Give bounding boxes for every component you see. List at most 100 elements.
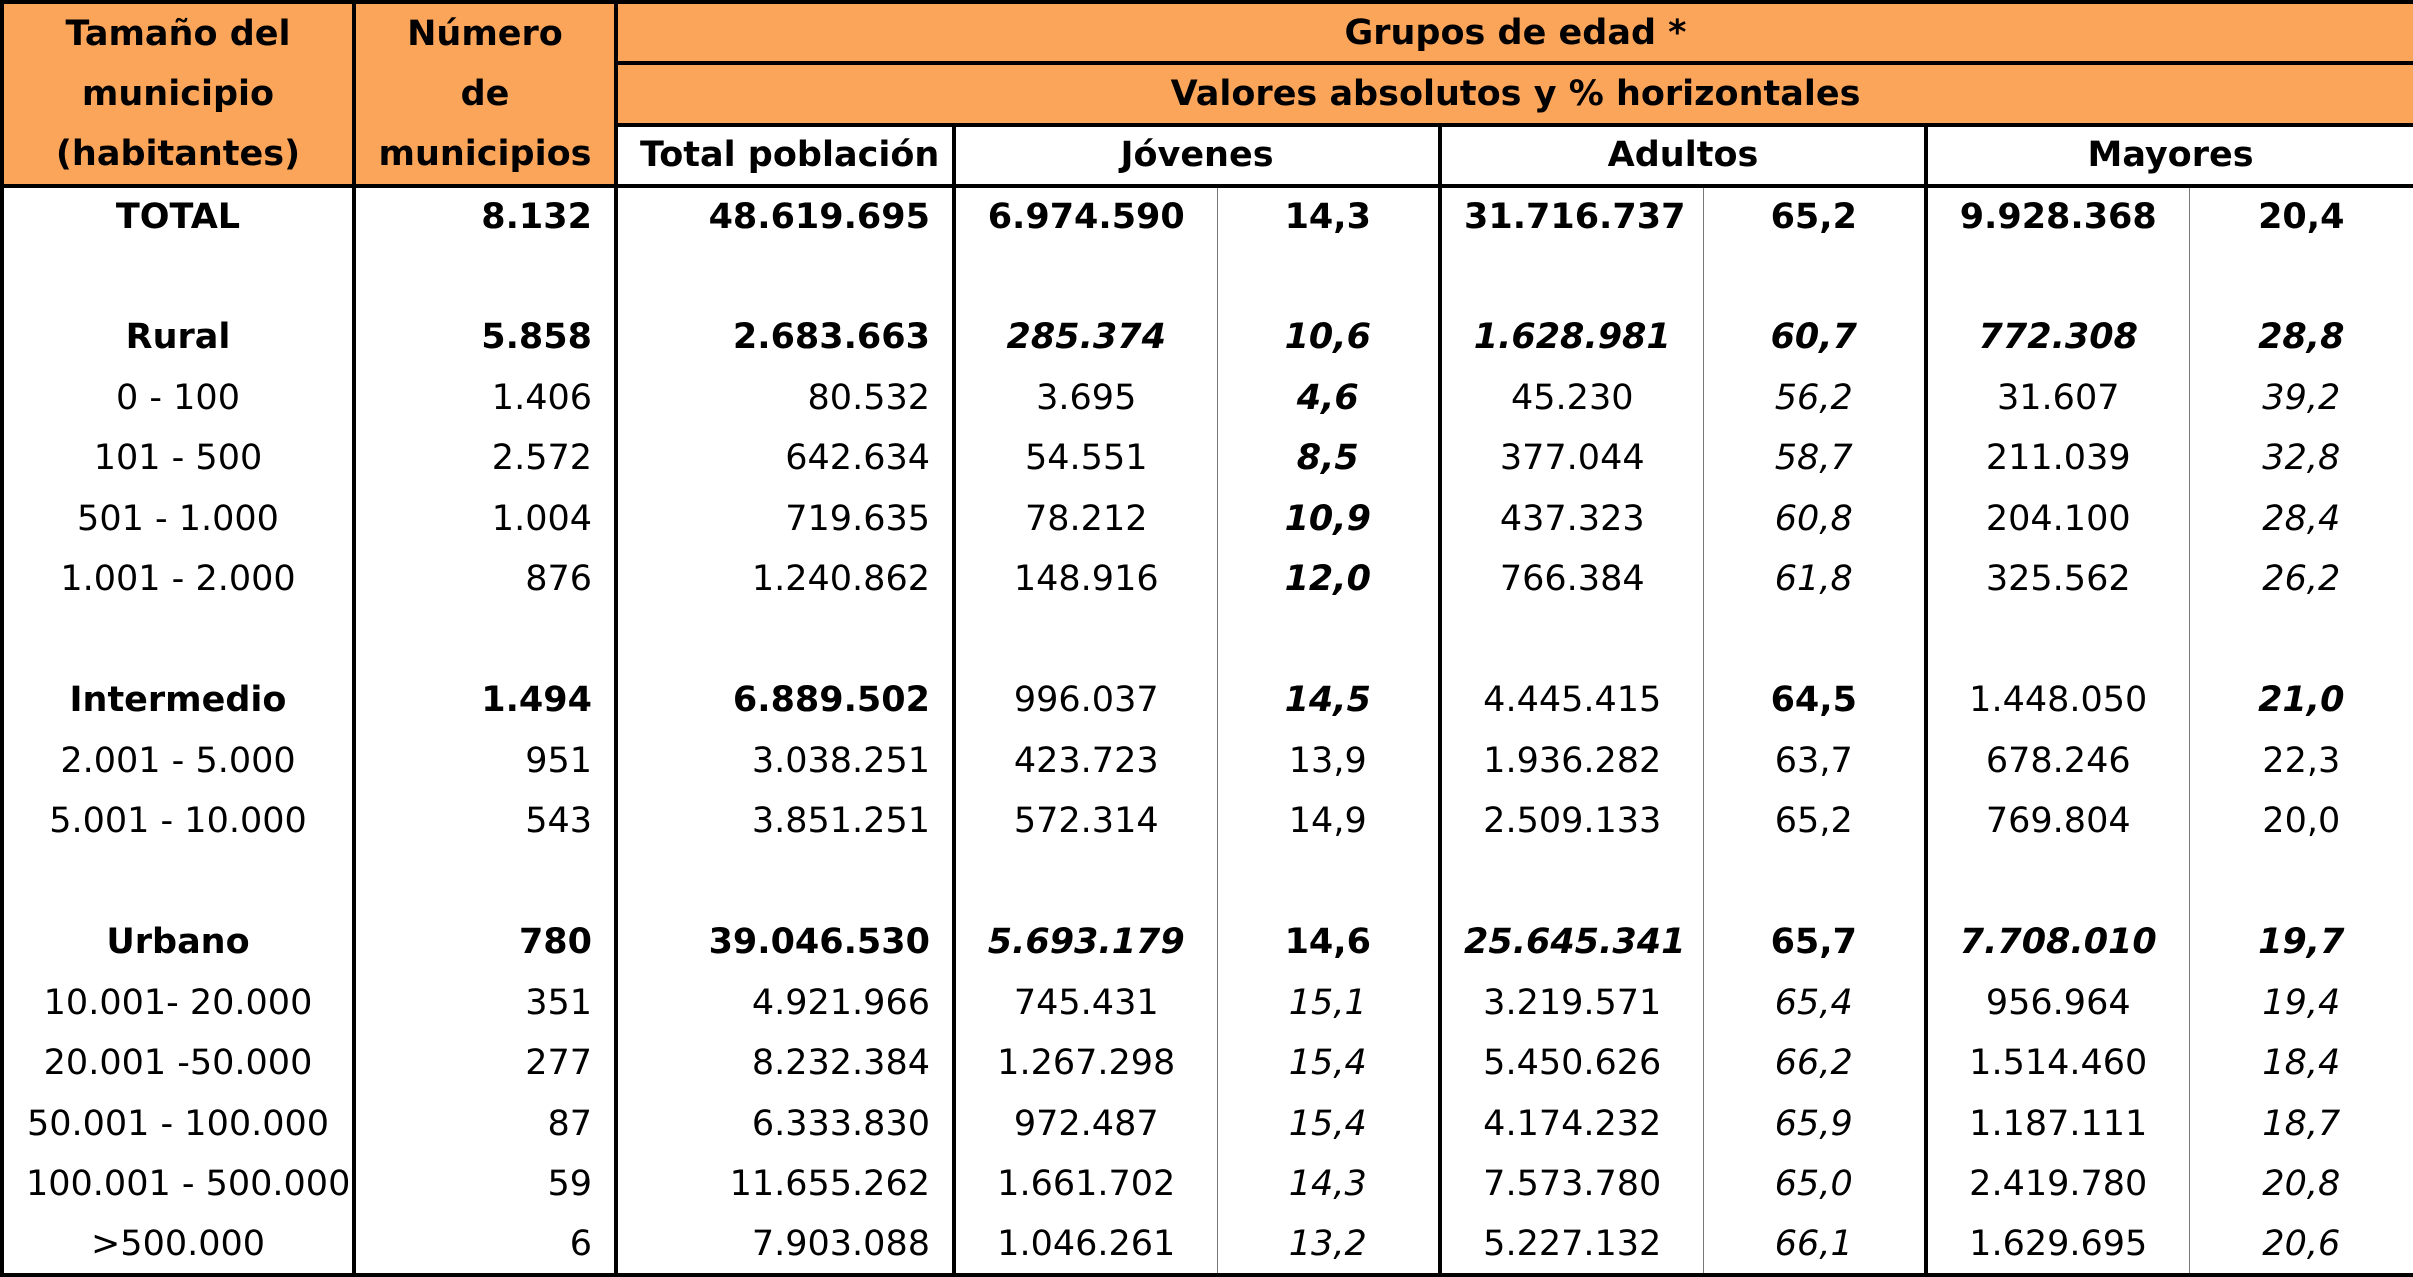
cell-adultos-pct: 66,1 <box>1702 1214 1928 1277</box>
cell-jovenes-pct: 13,9 <box>1216 730 1442 791</box>
cell-adultos: 3.219.571 <box>1438 972 1704 1033</box>
spacer-row <box>0 246 2413 307</box>
cell-mayores: 1.448.050 <box>1924 670 2190 731</box>
header-age-groups: Grupos de edad * <box>613 0 2413 66</box>
cell-mayores: 1.514.460 <box>1924 1033 2190 1094</box>
table-row: 5.001 - 10.000 543 3.851.251 572.314 14,… <box>0 791 2413 852</box>
row-label: 2.001 - 5.000 <box>0 730 356 791</box>
cell-jovenes-pct: 4,6 <box>1216 367 1442 428</box>
cell-count: 543 <box>352 791 618 852</box>
cell-mayores-pct: 28,8 <box>2188 307 2413 368</box>
cell-count: 1.406 <box>352 367 618 428</box>
cell-mayores: 7.708.010 <box>1924 912 2190 973</box>
cell-adultos-pct: 60,8 <box>1702 488 1928 549</box>
cell-mayores: 772.308 <box>1924 307 2190 368</box>
cell-count: 59 <box>352 1154 618 1215</box>
cell-count: 87 <box>352 1093 618 1154</box>
cell-adultos-pct: 56,2 <box>1702 367 1928 428</box>
cell-jovenes-pct: 14,6 <box>1216 912 1442 973</box>
cell-total: 6.333.830 <box>614 1093 956 1154</box>
cell-mayores-pct: 28,4 <box>2188 488 2413 549</box>
cell-adultos-pct: 64,5 <box>1702 670 1928 731</box>
cell-adultos-pct: 65,7 <box>1702 912 1928 973</box>
cell-adultos-pct: 60,7 <box>1702 307 1928 368</box>
cell-adultos: 31.716.737 <box>1438 184 1704 247</box>
cell-total: 3.851.251 <box>614 791 956 852</box>
cell-jovenes: 572.314 <box>952 791 1218 852</box>
cell-jovenes: 745.431 <box>952 972 1218 1033</box>
cell-count: 277 <box>352 1033 618 1094</box>
cell-count: 876 <box>352 549 618 610</box>
row-label: 1.001 - 2.000 <box>0 549 356 610</box>
cell-jovenes: 3.695 <box>952 367 1218 428</box>
cell-mayores-pct: 20,8 <box>2188 1154 2413 1215</box>
cell-total: 80.532 <box>614 367 956 428</box>
spacer-row <box>0 851 2413 912</box>
table-row: 2.001 - 5.000 951 3.038.251 423.723 13,9… <box>0 730 2413 791</box>
cell-count: 6 <box>352 1214 618 1277</box>
cell-jovenes-pct: 14,3 <box>1216 1154 1442 1215</box>
table-row: 10.001- 20.000 351 4.921.966 745.431 15,… <box>0 972 2413 1033</box>
cell-jovenes: 1.046.261 <box>952 1214 1218 1277</box>
table-row: 1.001 - 2.000 876 1.240.862 148.916 12,0… <box>0 549 2413 610</box>
cell-adultos: 1.936.282 <box>1438 730 1704 791</box>
table-row-rural: Rural 5.858 2.683.663 285.374 10,6 1.628… <box>0 307 2413 368</box>
cell-jovenes: 285.374 <box>952 307 1218 368</box>
cell-total: 642.634 <box>614 428 956 489</box>
cell-total: 2.683.663 <box>614 307 956 368</box>
cell-adultos-pct: 65,0 <box>1702 1154 1928 1215</box>
table-row: 501 - 1.000 1.004 719.635 78.212 10,9 43… <box>0 488 2413 549</box>
cell-jovenes-pct: 10,6 <box>1216 307 1442 368</box>
cell-total: 48.619.695 <box>614 184 956 247</box>
header-municipality-count: Número de municipios <box>352 0 618 188</box>
row-label: 20.001 -50.000 <box>0 1033 356 1094</box>
cell-mayores: 31.607 <box>1924 367 2190 428</box>
cell-adultos-pct: 61,8 <box>1702 549 1928 610</box>
cell-mayores-pct: 22,3 <box>2188 730 2413 791</box>
cell-adultos-pct: 65,4 <box>1702 972 1928 1033</box>
cell-total: 7.903.088 <box>614 1214 956 1277</box>
cell-adultos: 25.645.341 <box>1438 912 1704 973</box>
cell-total: 1.240.862 <box>614 549 956 610</box>
cell-jovenes: 423.723 <box>952 730 1218 791</box>
table-row-intermedio: Intermedio 1.494 6.889.502 996.037 14,5 … <box>0 670 2413 731</box>
table-row: 20.001 -50.000 277 8.232.384 1.267.298 1… <box>0 1033 2413 1094</box>
cell-jovenes: 1.661.702 <box>952 1154 1218 1215</box>
row-label: 101 - 500 <box>0 428 356 489</box>
cell-adultos: 766.384 <box>1438 549 1704 610</box>
row-label: 501 - 1.000 <box>0 488 356 549</box>
header-total-population: Total población <box>614 122 956 189</box>
row-label: Intermedio <box>0 670 356 731</box>
cell-jovenes: 54.551 <box>952 428 1218 489</box>
cell-jovenes-pct: 8,5 <box>1216 428 1442 489</box>
header-jovenes: Jóvenes <box>952 122 1442 189</box>
cell-mayores: 204.100 <box>1924 488 2190 549</box>
cell-mayores: 956.964 <box>1924 972 2190 1033</box>
table-row-total: TOTAL 8.132 48.619.695 6.974.590 14,3 31… <box>0 184 2413 247</box>
header-absolute-values: Valores absolutos y % horizontales <box>613 61 2413 127</box>
cell-total: 8.232.384 <box>614 1033 956 1094</box>
cell-mayores: 325.562 <box>1924 549 2190 610</box>
table-row: 100.001 - 500.000 59 11.655.262 1.661.70… <box>0 1154 2413 1215</box>
cell-jovenes-pct: 12,0 <box>1216 549 1442 610</box>
cell-mayores: 678.246 <box>1924 730 2190 791</box>
cell-adultos-pct: 65,2 <box>1702 791 1928 852</box>
table-row: 0 - 100 1.406 80.532 3.695 4,6 45.230 56… <box>0 367 2413 428</box>
cell-total: 3.038.251 <box>614 730 956 791</box>
cell-mayores: 211.039 <box>1924 428 2190 489</box>
cell-mayores: 769.804 <box>1924 791 2190 852</box>
cell-total: 719.635 <box>614 488 956 549</box>
cell-mayores-pct: 18,7 <box>2188 1093 2413 1154</box>
cell-jovenes: 972.487 <box>952 1093 1218 1154</box>
cell-count: 2.572 <box>352 428 618 489</box>
cell-adultos: 5.450.626 <box>1438 1033 1704 1094</box>
cell-mayores-pct: 19,7 <box>2188 912 2413 973</box>
cell-mayores-pct: 20,4 <box>2188 184 2413 247</box>
cell-total: 6.889.502 <box>614 670 956 731</box>
cell-mayores: 2.419.780 <box>1924 1154 2190 1215</box>
cell-jovenes: 78.212 <box>952 488 1218 549</box>
cell-jovenes-pct: 14,3 <box>1216 184 1442 247</box>
cell-total: 11.655.262 <box>614 1154 956 1215</box>
